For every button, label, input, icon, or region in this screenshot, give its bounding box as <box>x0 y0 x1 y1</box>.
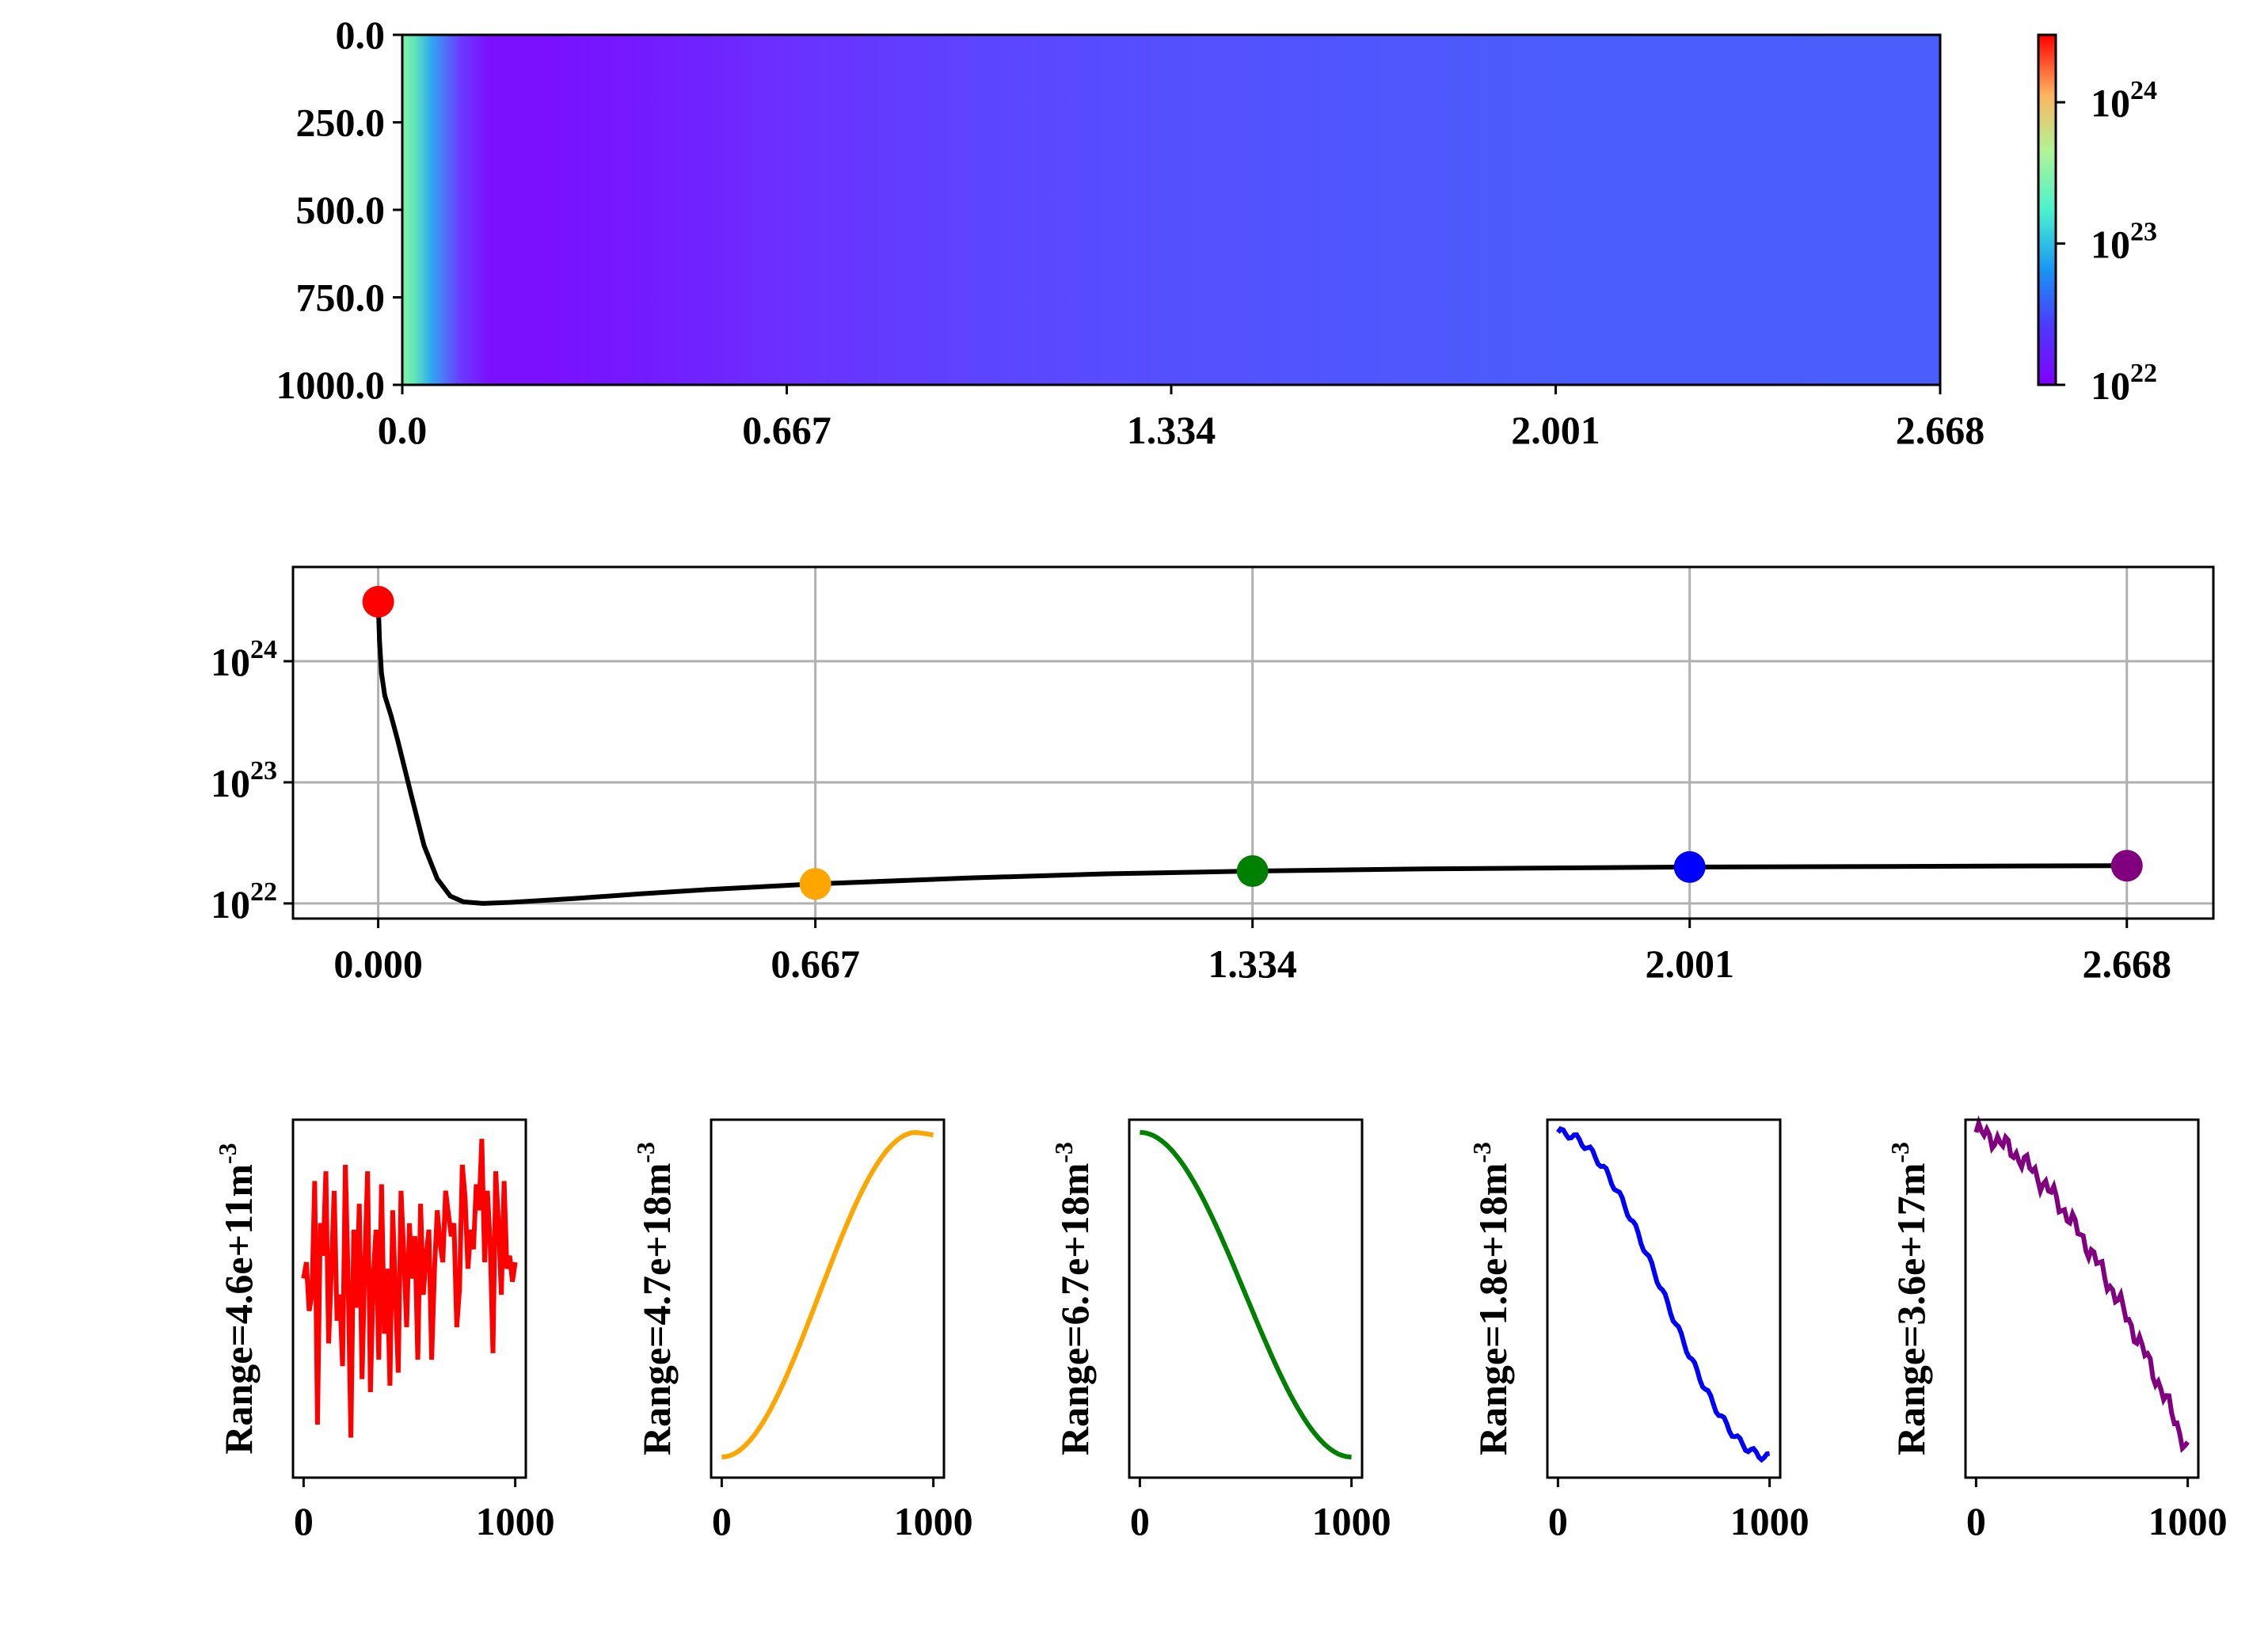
heatmap-y-tick-label: 0.0 <box>336 13 386 57</box>
profile-frame <box>710 1118 946 1479</box>
heatmap-x-tick-label: 0.667 <box>742 408 831 452</box>
panel-b: 0.000 0.667 1.334 2.001 2.668 1022 1023 1024 <box>211 565 2215 986</box>
colorbar <box>2037 33 2057 386</box>
heatmap-x-tick-label: 2.668 <box>1896 408 1985 452</box>
colorbar-tick-label: 1024 <box>2091 76 2157 125</box>
line-x-tick-label: 2.668 <box>2083 942 2172 986</box>
time-marker <box>799 868 831 900</box>
profile-x-tick-label: 0 <box>1548 1499 1568 1543</box>
profile-range-label: Range=3.6e+17m-3 <box>1886 1142 1933 1455</box>
time-marker <box>2110 850 2143 882</box>
heatmap-y-tick-label: 750.0 <box>296 276 386 320</box>
profile-range-label: Range=6.7e+18m-3 <box>1049 1142 1097 1455</box>
heatmap-y-tick-label: 1000.0 <box>276 363 386 407</box>
profile-x-tick-label: 1000 <box>1312 1499 1391 1543</box>
profile-x-tick-label: 1000 <box>2148 1499 2228 1543</box>
time-markers <box>362 585 2143 900</box>
colorbar-ticks: 1022 1023 1024 <box>2056 76 2157 408</box>
profile-x-tick-label: 0 <box>1966 1499 1986 1543</box>
heatmap-image <box>402 35 1940 385</box>
line-x-ticks: 0.000 0.667 1.334 2.001 2.668 <box>333 919 2171 986</box>
colorbar-tick-label: 1023 <box>2091 218 2157 267</box>
heatmap-x-tick-label: 2.001 <box>1511 408 1600 452</box>
profile-x-tick-label: 0 <box>294 1499 314 1543</box>
profile-range-label: Range=4.6e+11m-3 <box>213 1143 261 1454</box>
profile-line <box>301 1139 518 1438</box>
profile-line <box>1973 1115 2190 1453</box>
profile-x-tick-label: 0 <box>712 1499 732 1543</box>
heatmap-x-ticks: 0.0 0.667 1.334 2.001 2.668 <box>378 385 1985 452</box>
heatmap-y-ticks: 0.0 250.0 500.0 750.0 1000.0 <box>276 13 402 407</box>
line-x-tick-label: 0.000 <box>333 942 423 986</box>
profile-subplots: 0 1000 Range=4.6e+11m-3 0 1000 Range=4.7e+18m… <box>213 1115 2228 1543</box>
profile-x-tick-label: 1000 <box>1730 1499 1809 1543</box>
profile-subplot: 0 1000 Range=6.7e+18m-3 <box>1049 1118 1391 1543</box>
heatmap-x-tick-label: 1.334 <box>1127 408 1216 452</box>
heatmap-y-tick-label: 250.0 <box>296 101 386 145</box>
profile-line <box>721 1130 934 1459</box>
line-y-tick-label: 1024 <box>211 635 277 684</box>
line-y-tick-label: 1023 <box>211 756 277 805</box>
time-marker <box>1236 855 1269 888</box>
line-y-tick-label: 1022 <box>211 877 277 926</box>
profile-frame <box>1964 1118 2200 1479</box>
profile-range-label: Range=1.8e+18m-3 <box>1467 1142 1515 1455</box>
line-x-tick-label: 1.334 <box>1208 942 1297 986</box>
colorbar-tick-label: 1022 <box>2091 359 2157 408</box>
profile-x-tick-label: 0 <box>1130 1499 1150 1543</box>
profile-line <box>1140 1130 1352 1459</box>
average-n-line <box>375 601 2127 906</box>
panel-c: 0 1000 Range=4.6e+11m-3 0 1000 Range=4.7e+18m… <box>213 1115 2228 1543</box>
time-marker <box>362 585 394 618</box>
line-x-tick-label: 0.667 <box>771 942 860 986</box>
profile-subplot: 0 1000 Range=3.6e+17m-3 <box>1886 1115 2228 1543</box>
profile-frame <box>1546 1118 1782 1479</box>
profile-frame <box>291 1118 527 1479</box>
profile-subplot: 0 1000 Range=1.8e+18m-3 <box>1467 1118 1809 1543</box>
profile-subplot: 0 1000 Range=4.6e+11m-3 <box>213 1118 555 1543</box>
time-marker <box>1673 850 1706 883</box>
profile-x-tick-label: 1000 <box>894 1499 973 1543</box>
heatmap-y-tick-label: 500.0 <box>296 188 386 232</box>
profile-line <box>1556 1126 1770 1463</box>
line-x-tick-label: 2.001 <box>1645 942 1734 986</box>
line-y-ticks: 1022 1023 1024 <box>211 635 293 926</box>
profile-frame <box>1128 1118 1364 1479</box>
panel-a: 0.0 250.0 500.0 750.0 1000.0 0.0 0.667 1.334 2.… <box>276 13 2158 452</box>
profile-subplot: 0 1000 Range=4.7e+18m-3 <box>631 1118 973 1543</box>
profile-x-tick-label: 1000 <box>476 1499 555 1543</box>
profile-range-label: Range=4.7e+18m-3 <box>631 1142 679 1455</box>
heatmap-x-tick-label: 0.0 <box>378 408 428 452</box>
